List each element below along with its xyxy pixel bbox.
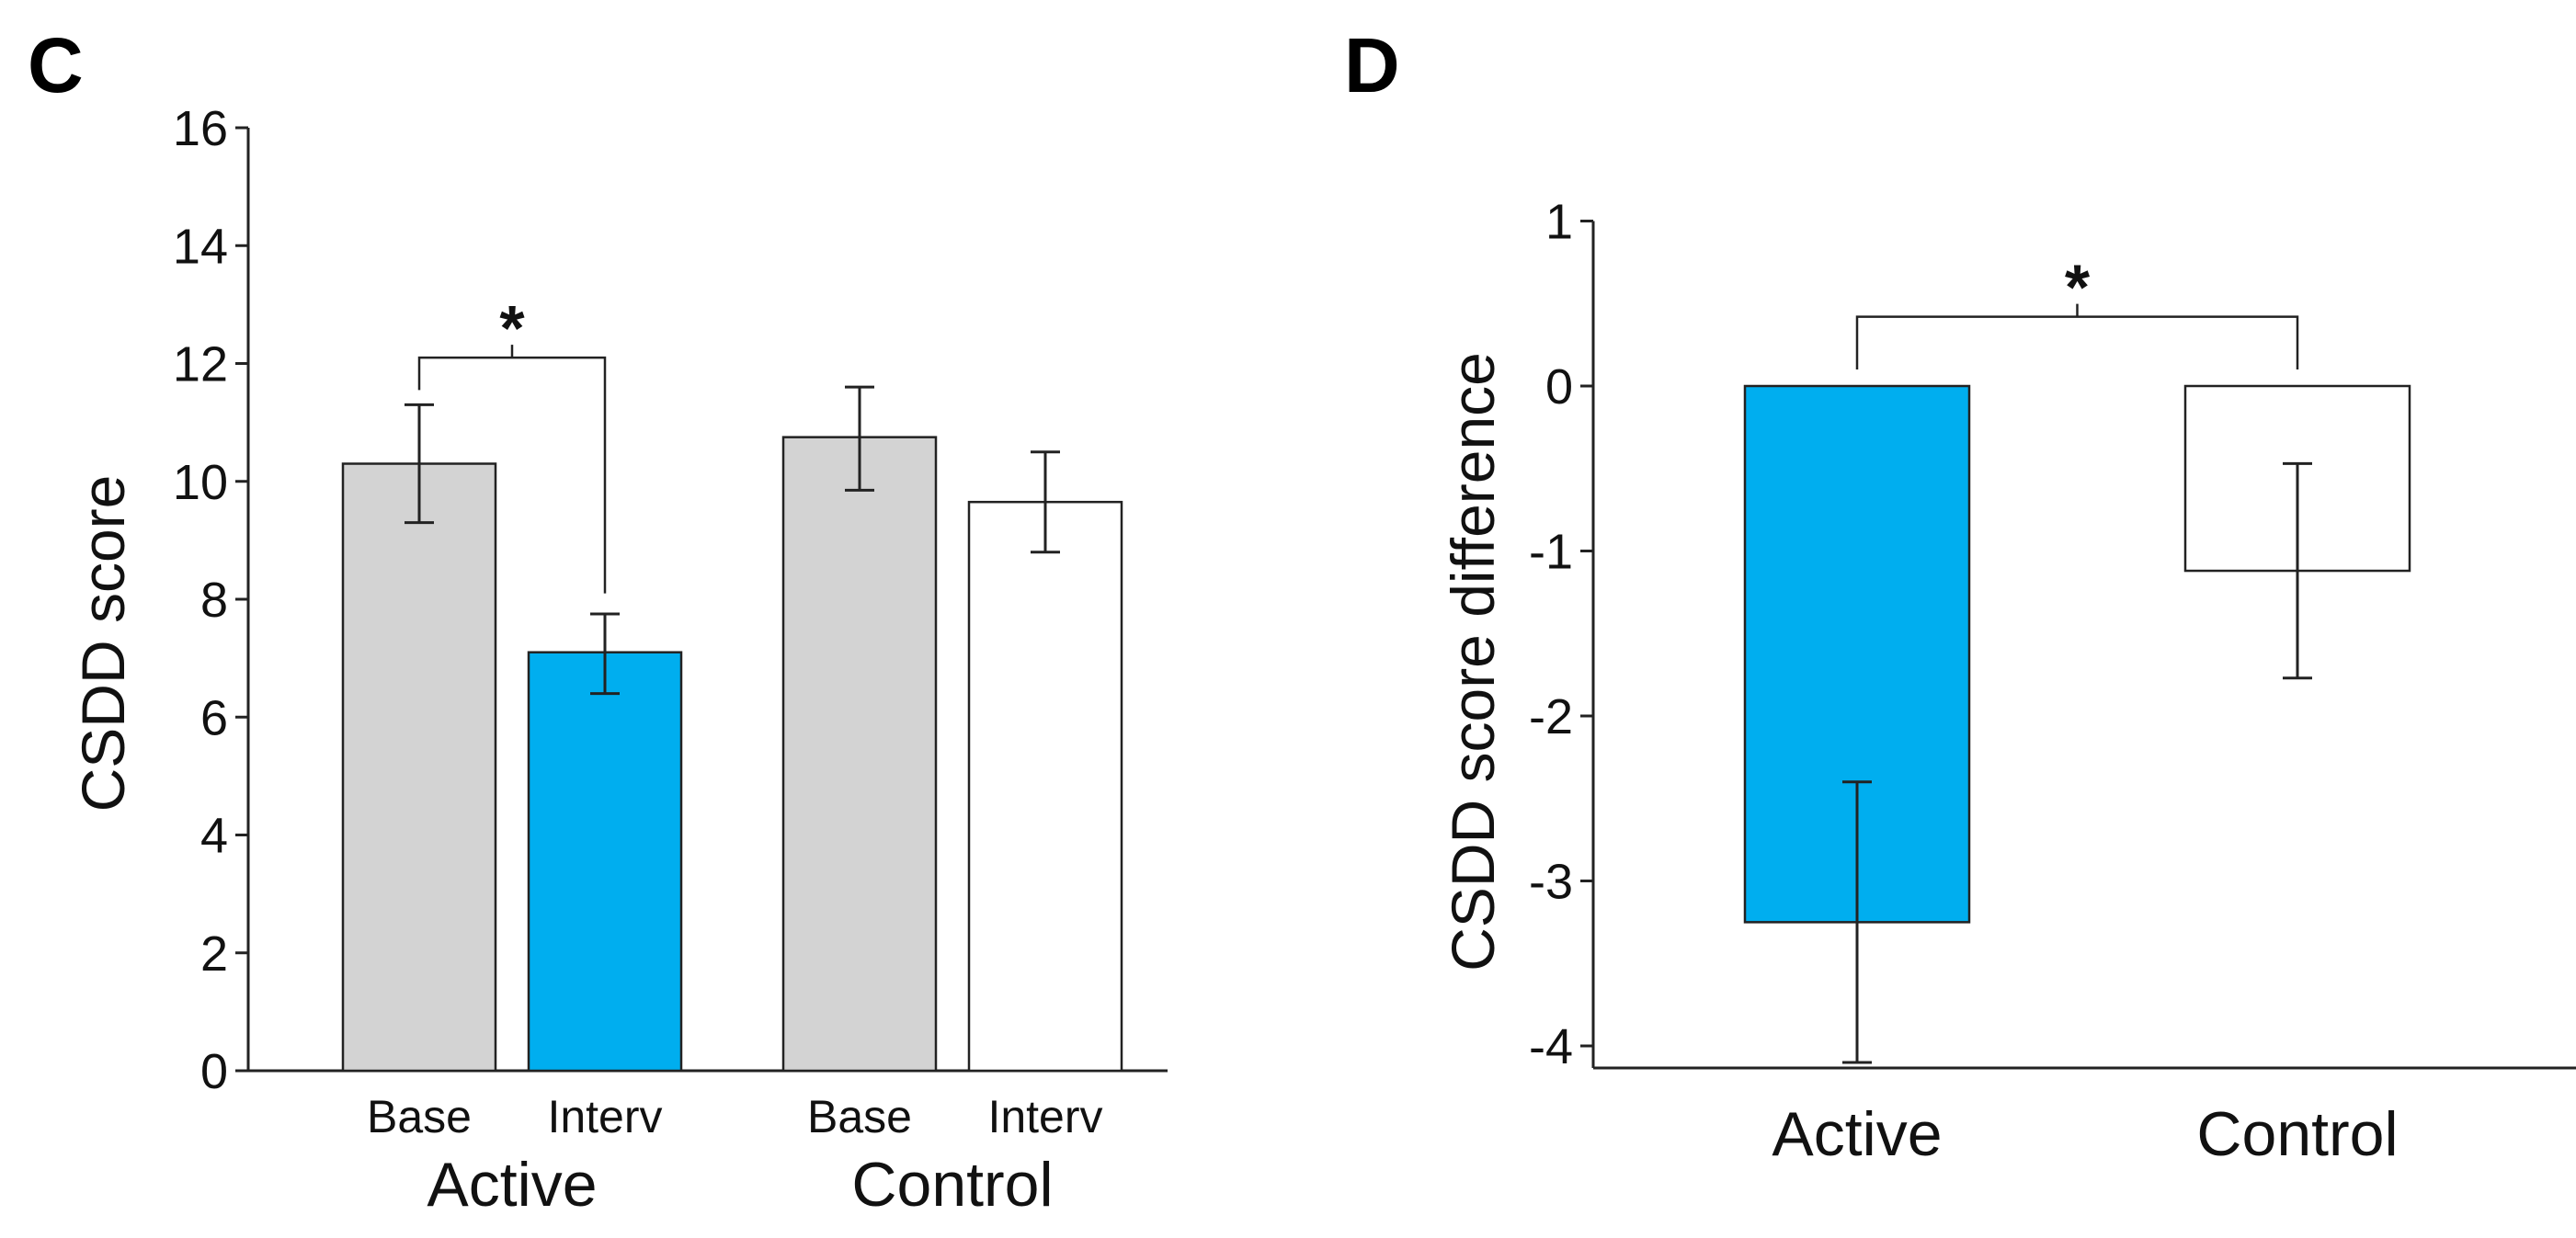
group-label: Control [851, 1150, 1053, 1220]
x-tick-label: Active [1772, 1099, 1942, 1169]
y-tick-label: -4 [1529, 1019, 1573, 1074]
y-tick-label: 8 [200, 573, 228, 628]
panel-label-c: C [28, 22, 84, 108]
x-tick-label: Control [2196, 1099, 2398, 1169]
y-tick-label: 14 [173, 219, 228, 274]
y-axis-label-d: CSDD score difference [1439, 352, 1507, 971]
y-tick-label: -3 [1529, 855, 1573, 910]
significance-star: * [499, 292, 525, 364]
x-tick-label: Interv [547, 1091, 662, 1142]
y-tick-label: -1 [1529, 525, 1573, 580]
significance-star: * [2065, 252, 2091, 324]
bar [967, 500, 1123, 1073]
y-tick-label: 4 [200, 809, 228, 864]
bar [341, 462, 497, 1073]
y-tick-label: 2 [200, 926, 228, 982]
x-tick-label: Base [367, 1091, 472, 1142]
x-tick-label: Base [807, 1091, 912, 1142]
y-tick-label: 0 [1545, 359, 1573, 415]
y-tick-label: 0 [200, 1044, 228, 1099]
chart-c: 0 2 4 6 8 10 12 14 16 Base Interv Base Interv Active C… [173, 101, 1168, 1220]
group-label: Active [427, 1150, 597, 1220]
y-tick-label: 12 [173, 337, 228, 392]
y-tick-label: 1 [1545, 195, 1573, 250]
y-tick-label: 6 [200, 690, 228, 745]
y-axis-label-c: CSDD score [69, 475, 137, 812]
x-tick-label: Interv [987, 1091, 1102, 1142]
y-tick-label: 10 [173, 455, 228, 510]
significance-bracket [1855, 315, 2299, 370]
bar [781, 436, 938, 1073]
chart-d: -4 -3 -2 -1 0 1 Active Control * [1529, 195, 2576, 1169]
panel-label-d: D [1344, 22, 1400, 108]
y-tick-label: 16 [173, 101, 228, 156]
y-tick-label: -2 [1529, 689, 1573, 744]
bar [527, 651, 683, 1073]
